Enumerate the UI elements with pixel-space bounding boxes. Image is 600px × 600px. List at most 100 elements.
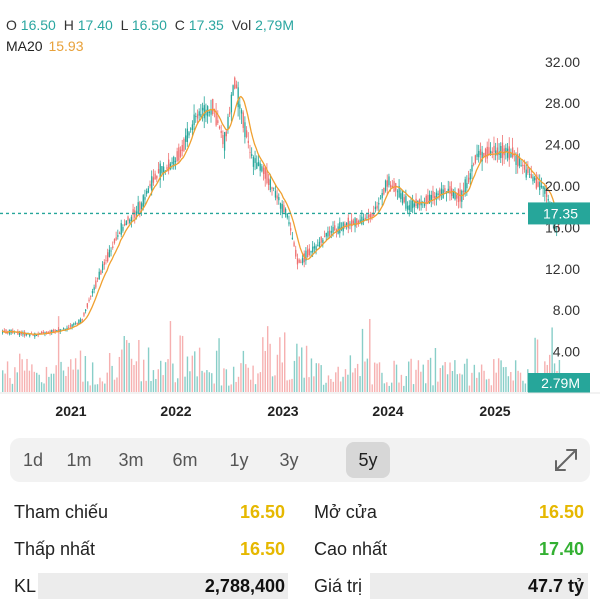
volume-bar bbox=[502, 367, 505, 392]
trade-value-label: Giá trị bbox=[314, 576, 363, 596]
volume-bar bbox=[198, 347, 201, 392]
candle bbox=[208, 111, 211, 113]
volume-bar bbox=[427, 359, 429, 392]
volume-bar bbox=[439, 368, 441, 392]
candle bbox=[240, 110, 243, 114]
timeframe-1d[interactable]: 1d bbox=[22, 450, 44, 470]
volume-bar bbox=[483, 370, 485, 392]
volume-bar bbox=[55, 365, 57, 392]
timeframe-5y[interactable]: 5y bbox=[346, 442, 390, 478]
y-tick-label: 4.00 bbox=[553, 344, 580, 360]
volume-bar bbox=[16, 372, 18, 392]
candle bbox=[310, 250, 312, 253]
candle bbox=[315, 246, 317, 251]
timeframe-6m[interactable]: 6m bbox=[172, 450, 198, 470]
candle bbox=[95, 280, 97, 288]
total-volume-label: KL bbox=[14, 576, 37, 596]
timeframe-1y[interactable]: 1y bbox=[229, 450, 249, 470]
candle bbox=[388, 176, 390, 186]
candle bbox=[79, 319, 82, 323]
candle bbox=[296, 258, 299, 265]
candle bbox=[29, 333, 31, 337]
volume-bar bbox=[82, 381, 84, 392]
candle bbox=[290, 228, 292, 231]
volume-bar bbox=[215, 350, 218, 392]
volume-bar bbox=[230, 384, 232, 392]
timeframe-1m[interactable]: 1m bbox=[66, 450, 92, 470]
candle bbox=[198, 111, 200, 116]
candle bbox=[191, 124, 194, 131]
volume-bar bbox=[9, 378, 11, 392]
candle bbox=[491, 151, 493, 154]
candle bbox=[305, 250, 307, 261]
volume-bar bbox=[390, 382, 393, 392]
volume-bar bbox=[425, 383, 427, 392]
candle bbox=[374, 206, 377, 210]
volume-bar bbox=[471, 372, 473, 392]
candle bbox=[428, 194, 431, 203]
volume-bar bbox=[36, 372, 38, 392]
candle bbox=[230, 94, 233, 113]
timeframe-3y[interactable]: 3y bbox=[279, 450, 299, 470]
candle bbox=[127, 216, 129, 221]
volume-bar bbox=[536, 339, 539, 392]
volume-bar bbox=[388, 385, 390, 392]
candle bbox=[51, 330, 53, 333]
volume-bar bbox=[286, 380, 288, 392]
volume-bar bbox=[213, 383, 215, 392]
volume-bar bbox=[116, 377, 118, 392]
volume-bar bbox=[310, 358, 313, 392]
candle bbox=[330, 231, 333, 233]
candle bbox=[366, 216, 368, 218]
candle bbox=[122, 227, 124, 231]
volume-bar bbox=[179, 335, 181, 392]
last-price-label: 17.35 bbox=[543, 205, 578, 221]
volume-bar bbox=[211, 373, 213, 392]
candle bbox=[420, 201, 422, 206]
candle bbox=[361, 216, 363, 225]
volume-bar bbox=[527, 369, 529, 392]
candle bbox=[71, 324, 73, 327]
candle bbox=[317, 244, 319, 246]
candle bbox=[264, 166, 266, 179]
candle bbox=[486, 146, 488, 159]
volume-bar bbox=[344, 369, 347, 392]
volume-bar bbox=[28, 370, 31, 392]
candle bbox=[278, 197, 280, 201]
candle bbox=[107, 252, 109, 262]
volume-bar bbox=[38, 573, 288, 599]
ref-label: Tham chiếu bbox=[14, 502, 109, 522]
candle bbox=[291, 237, 294, 240]
candle bbox=[205, 109, 207, 116]
volume-bar bbox=[449, 362, 451, 392]
volume-bar bbox=[113, 379, 116, 392]
price-chart[interactable]: 32.0028.0024.0020.0016.0012.008.004.0017… bbox=[0, 0, 600, 430]
volume-bar bbox=[276, 354, 279, 392]
candle bbox=[406, 205, 409, 210]
volume-bar bbox=[162, 375, 164, 392]
volume-bar bbox=[325, 382, 327, 392]
candle bbox=[301, 258, 304, 264]
volume-bar bbox=[87, 381, 89, 392]
candle bbox=[190, 128, 192, 130]
ma-legend: MA20 15.93 bbox=[6, 38, 84, 54]
volume-bar bbox=[101, 381, 104, 392]
timeframe-3m[interactable]: 3m bbox=[118, 450, 144, 470]
volume-bar bbox=[50, 373, 53, 392]
expand-icon[interactable] bbox=[552, 446, 580, 474]
volume-bar bbox=[339, 381, 342, 392]
candle bbox=[98, 271, 100, 280]
volume-bar bbox=[468, 385, 471, 392]
volume-bar bbox=[512, 380, 514, 392]
volume-bar bbox=[191, 355, 194, 392]
volume-bar bbox=[495, 372, 497, 392]
volume-bar bbox=[143, 359, 145, 392]
candle bbox=[444, 188, 446, 193]
y-tick-label: 32.00 bbox=[545, 54, 580, 70]
candle bbox=[52, 330, 55, 333]
candle bbox=[383, 187, 385, 195]
volume-bar bbox=[14, 367, 16, 392]
volume-bar bbox=[378, 362, 381, 392]
volume-bar bbox=[240, 363, 242, 392]
candle bbox=[274, 191, 277, 198]
